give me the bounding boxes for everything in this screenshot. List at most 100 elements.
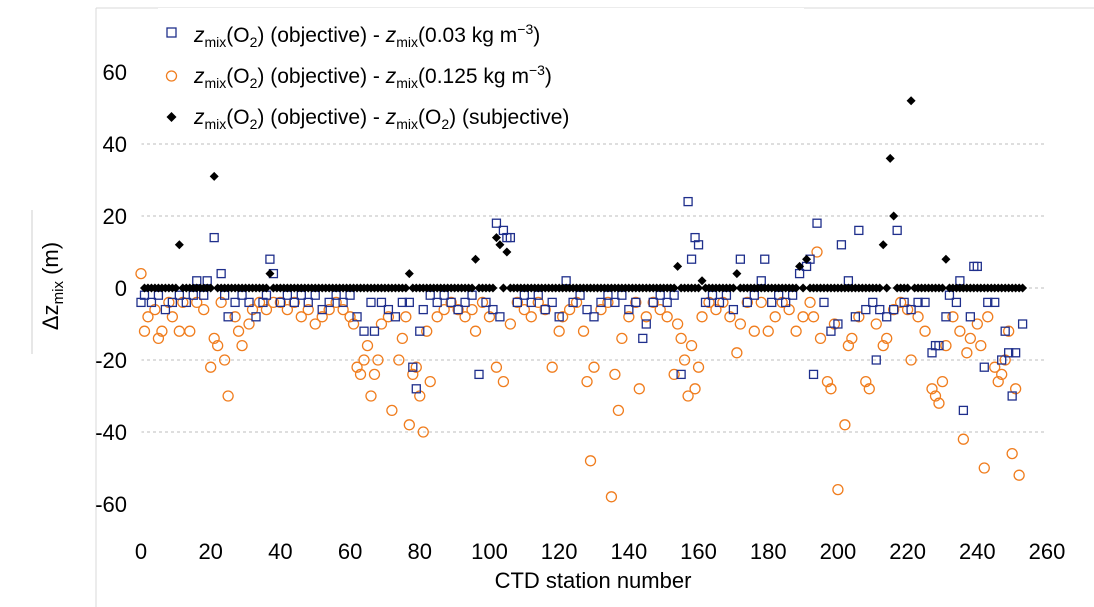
data-point-circle [525, 311, 537, 323]
data-point-circle [919, 325, 931, 337]
data-point-circle [678, 354, 691, 366]
data-point-diamond [798, 283, 808, 293]
data-point-circle [936, 375, 949, 388]
data-point-square [983, 297, 993, 308]
data-point-square [990, 297, 1000, 308]
data-point-square [951, 297, 962, 308]
data-point-diamond [401, 283, 411, 293]
data-point-square [411, 384, 421, 394]
data-point-square [889, 304, 899, 315]
data-point-square [488, 304, 498, 315]
x-tick-label: 40 [268, 539, 292, 564]
data-point-square [882, 312, 892, 322]
data-point-circle [173, 325, 185, 337]
data-point-square [174, 290, 184, 300]
data-point-square [366, 297, 376, 308]
x-tick-label: 20 [198, 539, 222, 564]
data-point-circle [846, 332, 858, 345]
data-point-circle [577, 325, 590, 337]
data-point-square [997, 355, 1007, 365]
data-point-circle [595, 303, 607, 316]
series-diamond [139, 96, 1028, 293]
data-point-circle [790, 325, 802, 337]
data-point-circle [696, 311, 708, 323]
legend-marker-square [166, 27, 177, 38]
data-point-square [742, 297, 752, 308]
data-point-diamond [795, 261, 805, 271]
data-point-circle [431, 311, 443, 323]
data-point-square [808, 369, 819, 380]
data-point-circle [929, 390, 942, 402]
data-point-circle [1003, 325, 1015, 337]
data-point-diamond [495, 240, 505, 250]
data-points [135, 96, 1028, 503]
data-point-square [474, 369, 484, 380]
data-point-circle [630, 296, 642, 309]
data-point-circle [330, 296, 342, 309]
data-point-circle [888, 303, 900, 316]
data-point-circle [229, 311, 241, 323]
data-point-circle [156, 325, 168, 337]
data-point-square [920, 297, 930, 308]
data-point-circle [616, 332, 628, 345]
data-point-diamond [174, 240, 184, 250]
data-point-circle [372, 354, 384, 366]
data-point-square [453, 304, 463, 315]
data-point-circle [971, 318, 983, 330]
x-tick-label: 200 [820, 539, 857, 564]
data-point-circle [894, 296, 907, 309]
data-point-square [631, 297, 641, 308]
data-point-circle [253, 296, 266, 309]
data-point-circle [417, 426, 429, 438]
data-point-square [251, 312, 261, 322]
x-tick-label: 220 [889, 539, 926, 564]
data-point-square [209, 232, 219, 243]
data-point-circle [588, 361, 600, 373]
data-point-diamond [882, 283, 892, 293]
data-point-circle [926, 383, 938, 395]
x-axis-title: CTD station number [495, 568, 692, 593]
data-point-square [1007, 391, 1017, 401]
data-point-square [244, 297, 254, 308]
data-point-circle [424, 375, 436, 388]
data-point-circle [581, 375, 593, 388]
data-point-circle [452, 303, 464, 316]
x-tick-label: 100 [471, 539, 508, 564]
data-point-square [460, 297, 470, 308]
data-point-circle [762, 325, 774, 337]
data-point-square [648, 297, 658, 308]
data-point-diamond [265, 269, 275, 279]
data-point-diamond [171, 283, 181, 293]
data-point-circle [309, 318, 321, 330]
data-point-circle [208, 332, 220, 345]
data-point-circle [633, 383, 645, 395]
x-tick-label: 140 [610, 539, 647, 564]
data-point-square [624, 304, 634, 315]
data-point-square [812, 218, 822, 228]
data-point-circle [421, 325, 433, 337]
data-point-square [686, 254, 697, 264]
data-point-circle [839, 419, 851, 431]
y-tick-label: 60 [103, 60, 127, 85]
data-point-circle [236, 339, 248, 352]
data-point-diamond [885, 153, 895, 163]
data-point-circle [807, 311, 820, 323]
data-point-circle [964, 332, 976, 345]
data-point-circle [832, 483, 844, 496]
data-point-square [861, 304, 871, 315]
data-point-square [965, 312, 975, 322]
data-point-square [289, 297, 299, 308]
data-point-circle [351, 361, 363, 373]
data-point-circle [438, 303, 450, 316]
data-point-diamond [889, 211, 899, 221]
data-point-diamond [491, 233, 501, 243]
data-point-circle [623, 311, 635, 323]
legend-marker-circle [165, 70, 178, 82]
data-point-diamond [1018, 283, 1028, 293]
data-point-circle [459, 311, 471, 323]
data-point-square [1010, 348, 1021, 358]
data-point-square [760, 254, 770, 264]
data-point-square [683, 196, 693, 207]
y-tick-label: -40 [95, 420, 127, 445]
